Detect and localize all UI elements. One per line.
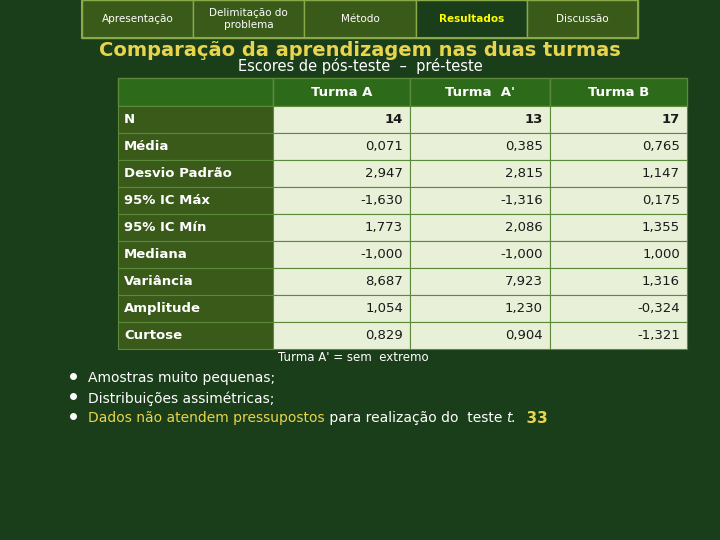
Text: -0,324: -0,324	[637, 302, 680, 315]
FancyBboxPatch shape	[193, 0, 305, 38]
Text: Escores de pós-teste  –  pré-teste: Escores de pós-teste – pré-teste	[238, 58, 482, 74]
FancyBboxPatch shape	[410, 106, 550, 133]
Text: 1,000: 1,000	[642, 248, 680, 261]
FancyBboxPatch shape	[410, 187, 550, 214]
Text: 0,904: 0,904	[505, 329, 543, 342]
FancyBboxPatch shape	[273, 241, 410, 268]
Text: Resultados: Resultados	[438, 14, 504, 24]
Text: -1,000: -1,000	[500, 248, 543, 261]
Text: Turma B: Turma B	[588, 85, 649, 98]
FancyBboxPatch shape	[273, 214, 410, 241]
FancyBboxPatch shape	[273, 268, 410, 295]
Text: Variância: Variância	[124, 275, 194, 288]
Text: -1,316: -1,316	[500, 194, 543, 207]
FancyBboxPatch shape	[82, 0, 193, 38]
Text: -1,630: -1,630	[361, 194, 403, 207]
Text: N: N	[124, 113, 135, 126]
Text: t.: t.	[506, 411, 516, 425]
Text: Turma A' = sem  extremo: Turma A' = sem extremo	[278, 351, 428, 364]
FancyBboxPatch shape	[550, 322, 687, 349]
Text: Método: Método	[341, 14, 379, 24]
FancyBboxPatch shape	[273, 295, 410, 322]
FancyBboxPatch shape	[410, 268, 550, 295]
Text: Curtose: Curtose	[124, 329, 182, 342]
Text: 0,829: 0,829	[365, 329, 403, 342]
FancyBboxPatch shape	[118, 133, 273, 160]
Text: -1,000: -1,000	[361, 248, 403, 261]
Text: -1,321: -1,321	[637, 329, 680, 342]
Text: Apresentação: Apresentação	[102, 14, 174, 24]
Text: Distribuições assimétricas;: Distribuições assimétricas;	[88, 391, 274, 406]
Text: 95% IC Máx: 95% IC Máx	[124, 194, 210, 207]
Text: 7,923: 7,923	[505, 275, 543, 288]
FancyBboxPatch shape	[415, 0, 527, 38]
FancyBboxPatch shape	[118, 295, 273, 322]
Text: para realização do  teste: para realização do teste	[325, 411, 506, 425]
Text: 33: 33	[516, 411, 548, 426]
FancyBboxPatch shape	[410, 322, 550, 349]
Text: Discussão: Discussão	[556, 14, 608, 24]
FancyBboxPatch shape	[550, 160, 687, 187]
Text: Média: Média	[124, 140, 169, 153]
FancyBboxPatch shape	[118, 106, 273, 133]
FancyBboxPatch shape	[273, 160, 410, 187]
Text: Turma A: Turma A	[311, 85, 372, 98]
FancyBboxPatch shape	[550, 241, 687, 268]
Text: 1,054: 1,054	[365, 302, 403, 315]
FancyBboxPatch shape	[550, 187, 687, 214]
FancyBboxPatch shape	[273, 133, 410, 160]
Text: 0,385: 0,385	[505, 140, 543, 153]
FancyBboxPatch shape	[550, 268, 687, 295]
FancyBboxPatch shape	[527, 0, 638, 38]
Text: Delimitação do
problema: Delimitação do problema	[210, 8, 288, 30]
Text: 17: 17	[662, 113, 680, 126]
FancyBboxPatch shape	[118, 214, 273, 241]
Text: 0,071: 0,071	[365, 140, 403, 153]
FancyBboxPatch shape	[118, 160, 273, 187]
Text: 1,773: 1,773	[365, 221, 403, 234]
FancyBboxPatch shape	[550, 133, 687, 160]
FancyBboxPatch shape	[550, 295, 687, 322]
Text: Dados não atendem pressupostos: Dados não atendem pressupostos	[88, 411, 325, 425]
Text: 1,355: 1,355	[642, 221, 680, 234]
FancyBboxPatch shape	[410, 241, 550, 268]
FancyBboxPatch shape	[550, 106, 687, 133]
Text: 1,147: 1,147	[642, 167, 680, 180]
Text: 0,175: 0,175	[642, 194, 680, 207]
FancyBboxPatch shape	[118, 78, 273, 106]
FancyBboxPatch shape	[273, 187, 410, 214]
Text: Amplitude: Amplitude	[124, 302, 201, 315]
Text: 0,765: 0,765	[642, 140, 680, 153]
Text: 1,230: 1,230	[505, 302, 543, 315]
Text: 95% IC Mín: 95% IC Mín	[124, 221, 207, 234]
FancyBboxPatch shape	[550, 78, 687, 106]
FancyBboxPatch shape	[410, 133, 550, 160]
FancyBboxPatch shape	[118, 268, 273, 295]
FancyBboxPatch shape	[410, 78, 550, 106]
Text: 13: 13	[525, 113, 543, 126]
FancyBboxPatch shape	[410, 214, 550, 241]
FancyBboxPatch shape	[273, 322, 410, 349]
Text: Turma  A': Turma A'	[445, 85, 515, 98]
FancyBboxPatch shape	[273, 106, 410, 133]
FancyBboxPatch shape	[410, 295, 550, 322]
FancyBboxPatch shape	[273, 78, 410, 106]
Text: Comparação da aprendizagem nas duas turmas: Comparação da aprendizagem nas duas turm…	[99, 40, 621, 59]
Text: 2,086: 2,086	[505, 221, 543, 234]
Text: Desvio Padrão: Desvio Padrão	[124, 167, 232, 180]
FancyBboxPatch shape	[550, 214, 687, 241]
Text: 1,316: 1,316	[642, 275, 680, 288]
FancyBboxPatch shape	[118, 187, 273, 214]
Text: Mediana: Mediana	[124, 248, 188, 261]
Text: 2,947: 2,947	[365, 167, 403, 180]
FancyBboxPatch shape	[410, 160, 550, 187]
FancyBboxPatch shape	[118, 241, 273, 268]
Text: Amostras muito pequenas;: Amostras muito pequenas;	[88, 371, 275, 385]
FancyBboxPatch shape	[118, 322, 273, 349]
Text: 8,687: 8,687	[365, 275, 403, 288]
Text: 2,815: 2,815	[505, 167, 543, 180]
FancyBboxPatch shape	[305, 0, 415, 38]
Text: 14: 14	[384, 113, 403, 126]
